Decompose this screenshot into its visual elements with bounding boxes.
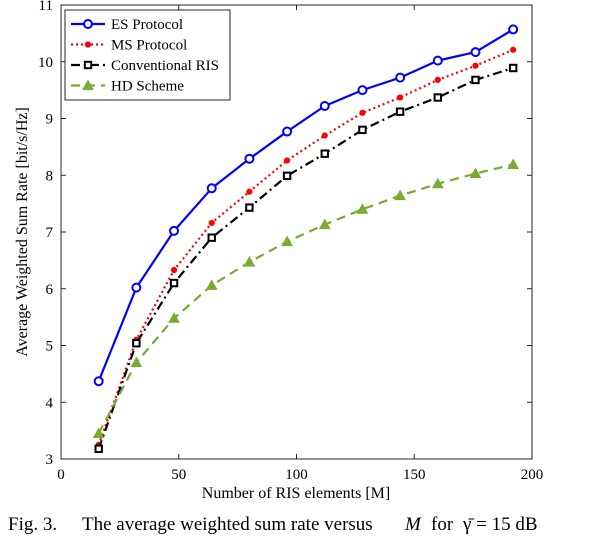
data-point (469, 167, 482, 179)
data-point (394, 189, 406, 201)
legend-label: MS Protocol (111, 38, 187, 54)
legend-marker (83, 60, 93, 70)
series-layer (92, 24, 520, 453)
series-es-protocol (93, 24, 519, 387)
data-point (207, 233, 216, 242)
caption-gamma: γ̄ = 15 dB (462, 514, 538, 535)
data-point (282, 126, 293, 137)
data-point (471, 75, 480, 85)
series-line (97, 66, 514, 450)
series-line (97, 28, 514, 382)
legend-item: ES Protocol (71, 17, 183, 33)
data-point (357, 85, 368, 96)
data-point (319, 101, 330, 112)
data-point (395, 107, 405, 116)
data-point (132, 339, 141, 348)
legend-item: HD Scheme (71, 79, 184, 95)
legend-marker (84, 41, 92, 48)
data-point (245, 203, 254, 212)
x-tick-label: 200 (521, 467, 544, 483)
caption-for: for (431, 514, 454, 535)
x-tick-label: 100 (285, 467, 308, 483)
data-point (472, 62, 479, 69)
y-tick-label: 5 (46, 339, 54, 355)
y-tick-label: 7 (46, 225, 54, 241)
data-point (94, 444, 103, 453)
legend-label: ES Protocol (111, 17, 183, 33)
y-tick-label: 11 (39, 0, 53, 14)
data-point (434, 76, 441, 84)
data-point (246, 188, 253, 195)
data-point (170, 266, 178, 274)
data-point (510, 46, 517, 53)
caption-text: The average weighted sum rate versus (82, 514, 373, 535)
legend-marker (83, 19, 93, 29)
data-point (470, 47, 481, 58)
legend-item: MS Protocol (71, 38, 187, 54)
figure-caption: Fig. 3. The average weighted sum rate ve… (8, 514, 538, 535)
caption-variable-m: M (404, 514, 422, 535)
data-point (318, 218, 331, 230)
legend-marker (82, 79, 94, 90)
data-point (282, 171, 292, 181)
data-point (320, 149, 329, 158)
x-tick-label: 150 (403, 467, 426, 483)
y-tick-label: 9 (46, 112, 54, 128)
series-conventional-ris (94, 63, 518, 453)
data-point (93, 376, 104, 387)
legend-label: HD Scheme (111, 79, 184, 95)
caption-label: Fig. 3. (8, 514, 57, 535)
x-tick-label: 50 (171, 467, 186, 483)
y-axis-label: Average Weighted Sum Rate [bit/s/Hz] (14, 107, 31, 357)
data-point (356, 203, 369, 214)
data-point (507, 158, 520, 169)
data-point (395, 72, 406, 83)
data-point (92, 427, 105, 438)
data-point (169, 278, 179, 288)
x-tick-label: 0 (57, 467, 65, 483)
data-point (358, 125, 367, 135)
series-line (97, 163, 514, 434)
legend-label: Conventional RIS (111, 58, 219, 74)
series-hd-scheme (92, 158, 520, 438)
data-point (130, 356, 143, 368)
x-axis-label: Number of RIS elements [M] (202, 485, 390, 502)
data-point (206, 183, 217, 194)
data-point (431, 177, 444, 189)
data-point (208, 219, 215, 227)
axis-ticks: 0 50 100 150 200 3 4 5 6 7 8 9 10 11 (38, 0, 543, 483)
data-point (169, 225, 180, 236)
data-point (433, 93, 443, 102)
legend-item: Conventional RIS (71, 58, 219, 74)
data-point (283, 157, 291, 164)
y-tick-label: 3 (46, 452, 54, 468)
data-point (168, 312, 180, 323)
data-point (131, 282, 142, 293)
data-point (281, 235, 293, 247)
data-point (508, 24, 519, 35)
data-point (205, 279, 218, 290)
y-tick-label: 10 (38, 55, 53, 71)
y-tick-label: 8 (46, 168, 54, 184)
y-tick-label: 4 (46, 395, 54, 411)
data-point (432, 55, 443, 66)
data-point (397, 94, 404, 101)
data-point (244, 153, 255, 164)
series-line (97, 48, 514, 446)
y-tick-label: 6 (46, 282, 54, 298)
data-point (508, 63, 518, 73)
data-point (243, 256, 256, 267)
data-point (359, 109, 366, 116)
legend: ES Protocol MS Protocol Conventional RIS HD… (64, 9, 231, 101)
data-point (321, 132, 328, 139)
